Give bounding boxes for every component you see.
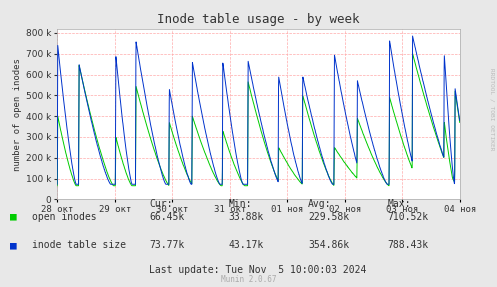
Text: 43.17k: 43.17k: [229, 241, 264, 250]
Text: 73.77k: 73.77k: [149, 241, 184, 250]
Text: Avg:: Avg:: [308, 199, 331, 209]
Text: ■: ■: [10, 212, 17, 222]
Text: Max:: Max:: [388, 199, 411, 209]
Title: Inode table usage - by week: Inode table usage - by week: [157, 13, 360, 26]
Text: Cur:: Cur:: [149, 199, 172, 209]
Text: 788.43k: 788.43k: [388, 241, 429, 250]
Text: 33.88k: 33.88k: [229, 212, 264, 222]
Text: 354.86k: 354.86k: [308, 241, 349, 250]
Text: Munin 2.0.67: Munin 2.0.67: [221, 275, 276, 284]
Text: Last update: Tue Nov  5 10:00:03 2024: Last update: Tue Nov 5 10:00:03 2024: [149, 265, 366, 275]
Text: Min:: Min:: [229, 199, 252, 209]
Text: RRDTOOL / TOBI OETIKER: RRDTOOL / TOBI OETIKER: [490, 68, 495, 150]
Text: 710.52k: 710.52k: [388, 212, 429, 222]
Y-axis label: number of open inodes: number of open inodes: [13, 58, 22, 170]
Text: 229.58k: 229.58k: [308, 212, 349, 222]
Text: open inodes: open inodes: [32, 212, 97, 222]
Text: 66.45k: 66.45k: [149, 212, 184, 222]
Text: inode table size: inode table size: [32, 241, 126, 250]
Text: ■: ■: [10, 241, 17, 250]
